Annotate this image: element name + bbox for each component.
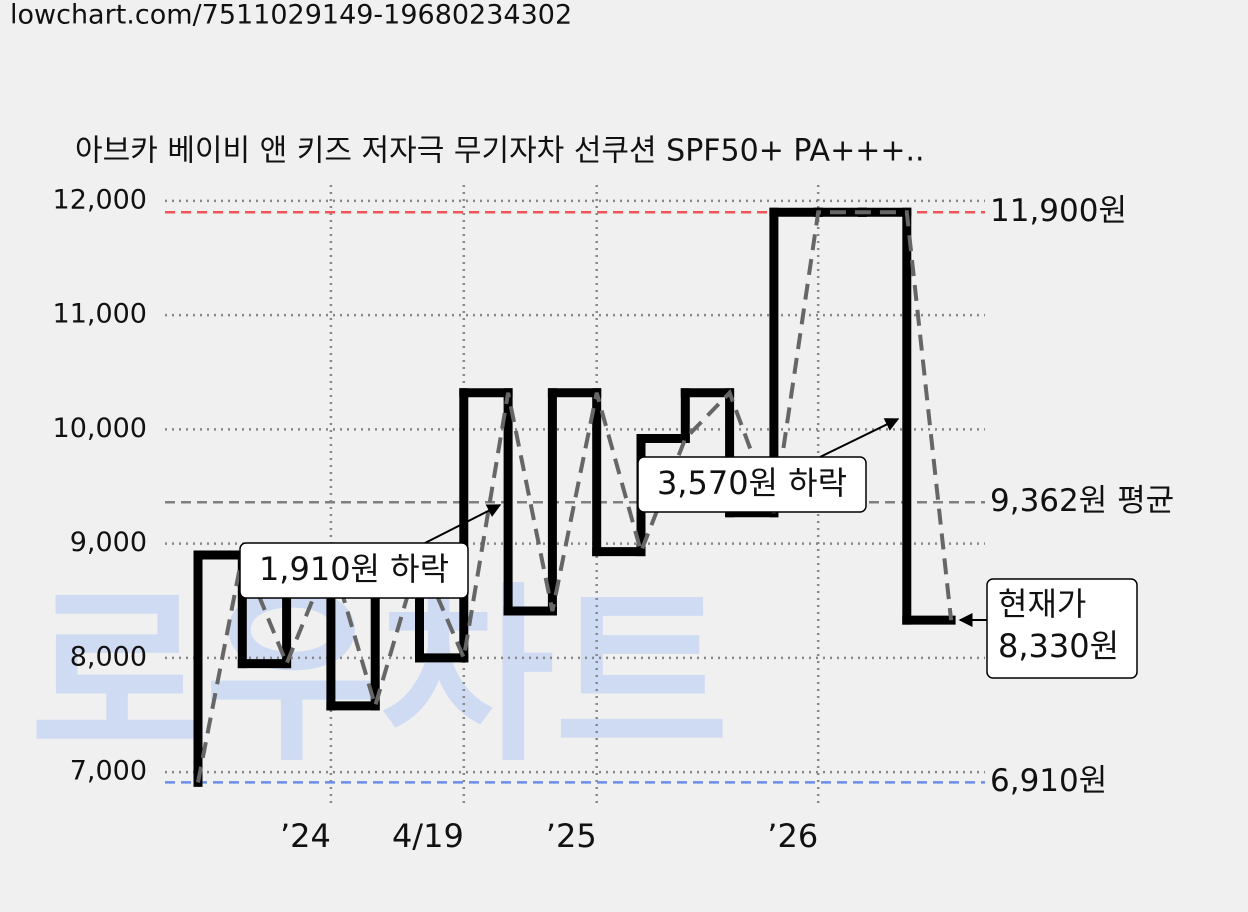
annotation-box: [986, 578, 1138, 679]
x-tick-label: ’25: [546, 817, 597, 855]
reference-label: 9,362원 평균: [990, 483, 1174, 519]
annotation-box: [239, 542, 469, 599]
chart-title: 아브카 베이비 앤 키즈 저자극 무기자차 선쿠션 SPF50+ PA+++..: [75, 134, 925, 169]
annotation: 8,330원: [998, 627, 1119, 665]
y-tick-label: 10,000: [53, 413, 147, 444]
reference-label: 6,910원: [990, 763, 1107, 799]
annotation-arrow: [819, 418, 900, 458]
y-tick-label: 12,000: [53, 184, 147, 215]
source-url: lowchart.com/7511029149-19680234302: [10, 0, 572, 31]
y-tick-label: 11,000: [53, 299, 147, 330]
x-tick-label: 4/19: [392, 817, 464, 855]
annotation: 현재가: [998, 585, 1086, 623]
y-tick-label: 9,000: [70, 527, 147, 558]
annotation: 3,570원 하락: [657, 464, 847, 502]
y-tick-label: 8,000: [70, 641, 147, 672]
x-tick-label: ’26: [767, 817, 818, 855]
x-tick-label: ’24: [280, 817, 331, 855]
reference-label: 11,900원: [990, 193, 1127, 229]
annotation-arrow: [424, 504, 502, 544]
annotation: 1,910원 하락: [259, 550, 449, 588]
annotation-box: [637, 456, 867, 513]
y-tick-label: 7,000: [70, 756, 147, 787]
